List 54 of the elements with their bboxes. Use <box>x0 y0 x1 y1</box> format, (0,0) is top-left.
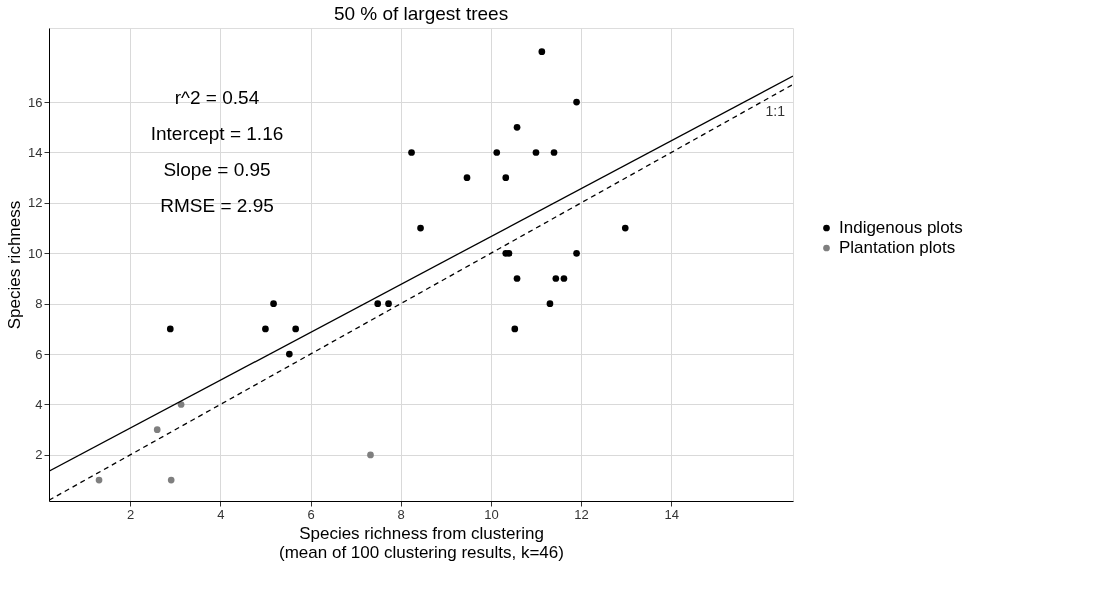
point <box>511 325 519 333</box>
y-tick-label: 8 <box>35 296 43 312</box>
point <box>573 249 580 257</box>
y-tick-label: 4 <box>35 396 43 412</box>
point <box>408 149 415 156</box>
x-tick-label: 6 <box>307 506 315 522</box>
point <box>513 123 521 131</box>
y-tick-label: 6 <box>35 346 43 362</box>
series-label: 1:1 <box>765 103 786 120</box>
annotation: RMSE = 2.95 <box>160 195 274 216</box>
point <box>621 224 629 232</box>
point <box>532 149 540 156</box>
annotation: Intercept = 1.16 <box>150 123 284 144</box>
chart-title: 50 % of largest trees <box>333 3 509 24</box>
x-axis-title: Species richness from clustering (mean of 100 clustering results, k=46) <box>279 523 564 562</box>
point <box>292 325 299 333</box>
x-tick-label: 8 <box>397 506 405 522</box>
y-tick-label: 10 <box>28 245 43 261</box>
point <box>367 451 374 459</box>
point <box>463 174 471 182</box>
point <box>573 98 580 106</box>
point <box>95 476 103 484</box>
point <box>385 300 392 308</box>
point <box>167 476 175 484</box>
x-tick-label: 14 <box>664 506 679 522</box>
point <box>550 149 558 156</box>
point <box>560 275 568 282</box>
x-tick-label: 2 <box>127 506 135 522</box>
point <box>285 350 293 358</box>
y-tick-label: 14 <box>28 144 43 160</box>
x-tick-label: 12 <box>574 506 589 522</box>
point <box>153 426 161 434</box>
legend-label: Plantation plots <box>839 238 956 257</box>
point <box>502 174 510 182</box>
point <box>546 300 554 308</box>
point <box>270 300 277 308</box>
point <box>417 224 424 232</box>
point <box>166 325 174 333</box>
y-tick-label: 2 <box>35 447 43 463</box>
x-tick-label: 10 <box>484 506 499 522</box>
x-tick-label: 4 <box>217 506 225 522</box>
y-tick-label: 12 <box>28 195 43 211</box>
point <box>493 149 501 156</box>
point <box>538 48 546 56</box>
y-axis-title: Species richness <box>5 200 25 330</box>
point <box>177 401 185 408</box>
annotation: Slope = 0.95 <box>163 159 271 180</box>
point <box>262 325 269 333</box>
annotation: r^2 = 0.54 <box>174 87 260 108</box>
point <box>374 300 382 308</box>
y-tick-label: 16 <box>28 94 43 110</box>
legend-label: Indigenous plots <box>839 218 963 237</box>
point <box>552 275 560 282</box>
point <box>513 275 521 282</box>
